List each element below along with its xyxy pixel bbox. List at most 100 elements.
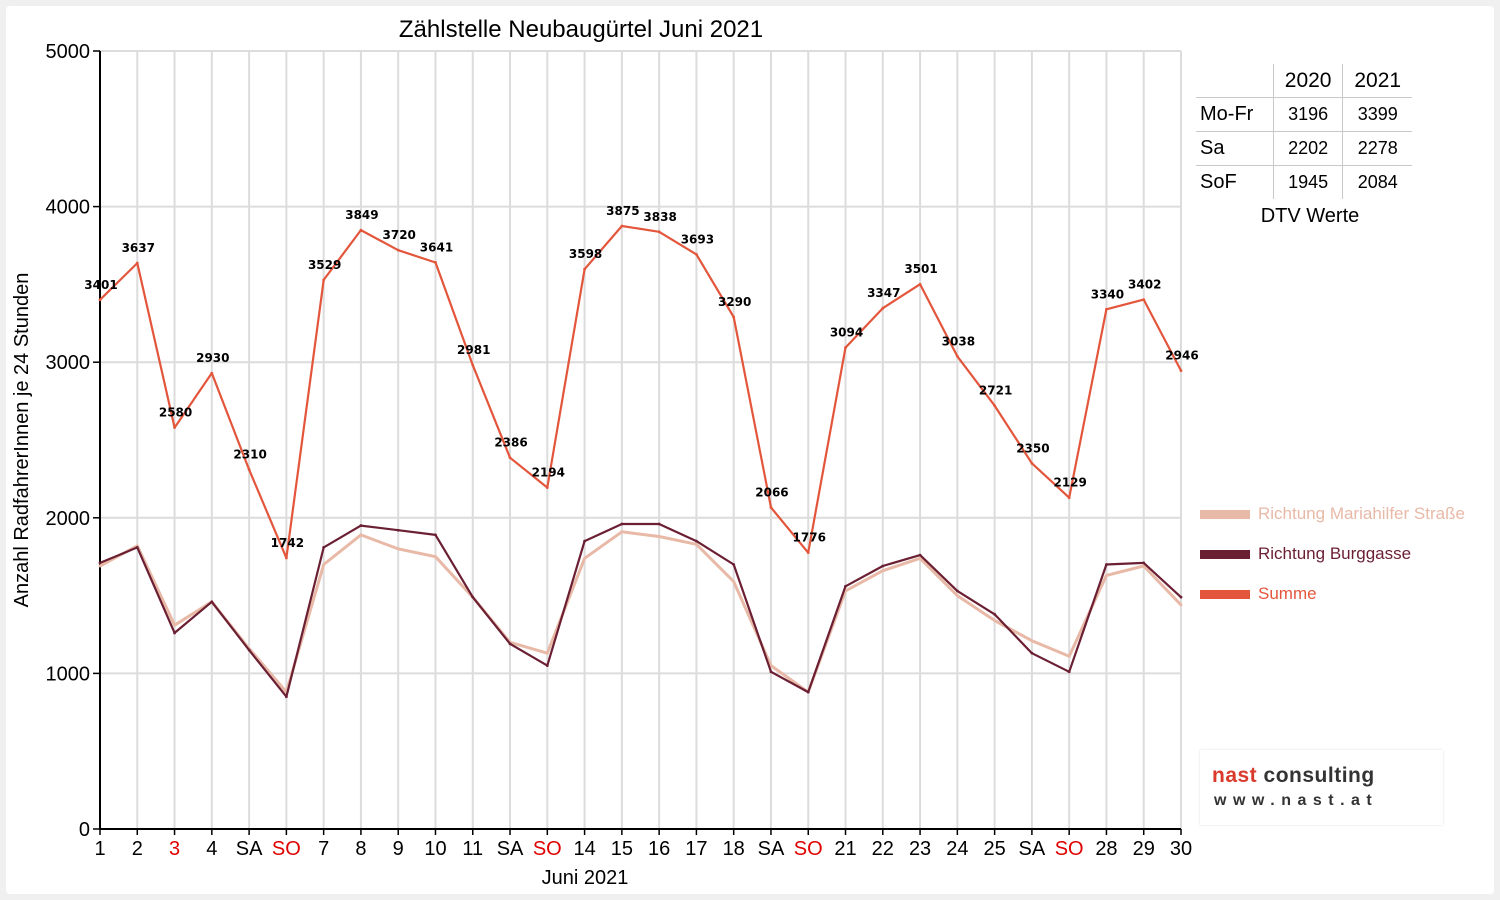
series-point-3 <box>545 486 549 490</box>
x-tick-label: 4 <box>206 838 217 860</box>
data-label: 2946 <box>1165 349 1198 363</box>
x-tick-label: SA <box>758 838 785 860</box>
series-point-2 <box>1067 670 1071 674</box>
series-point-3 <box>1179 369 1183 373</box>
series-point-3 <box>955 354 959 358</box>
series-line-3 <box>99 224 1182 560</box>
series-point-1 <box>1179 603 1183 607</box>
x-tick-label: 8 <box>355 838 366 860</box>
data-label: 3340 <box>1091 287 1124 301</box>
data-label: 3094 <box>830 326 863 340</box>
series-point-2 <box>1105 563 1108 566</box>
data-label: 2386 <box>494 436 527 450</box>
series-point-3 <box>210 371 214 375</box>
x-tick-label: SA <box>236 838 263 860</box>
series-point-1 <box>98 564 102 568</box>
series-line-2 <box>99 522 1182 698</box>
data-label: 3720 <box>383 228 416 242</box>
series-point-2 <box>955 589 959 593</box>
dtv-col-2020: 2020 <box>1272 64 1343 98</box>
dtv-header-row: 2020 2021 <box>1196 64 1412 98</box>
data-label: 3641 <box>420 240 453 254</box>
logo-website: www.nast.at <box>1214 792 1379 809</box>
x-tick-label: 22 <box>872 838 894 860</box>
series-point-3 <box>1067 496 1071 500</box>
series-point-3 <box>1105 307 1108 311</box>
series-point-1 <box>657 535 661 538</box>
legend-label: Richtung Mariahilfer Straße <box>1258 504 1465 523</box>
series-point-2 <box>545 664 549 668</box>
x-tick-label: SO <box>1055 838 1084 860</box>
x-tick-label: SA <box>497 838 524 860</box>
y-tick-label: 4000 <box>46 197 91 219</box>
series-point-3 <box>806 551 810 555</box>
logo-name-consulting: consulting <box>1257 764 1375 787</box>
x-tick-label: 21 <box>834 838 856 860</box>
series-line-1 <box>99 530 1183 694</box>
dtv-cell: 1945 <box>1272 165 1343 199</box>
series-point-3 <box>620 224 624 228</box>
legend-swatch <box>1200 509 1250 519</box>
x-tick-label: 28 <box>1095 838 1117 860</box>
x-tick-label: 29 <box>1133 838 1155 860</box>
series-point-2 <box>1142 561 1146 565</box>
series-point-2 <box>247 648 251 652</box>
x-tick-label: 23 <box>909 838 931 860</box>
dtv-cell: 3399 <box>1342 97 1412 132</box>
y-tick-label: 2000 <box>46 508 91 530</box>
data-label: 3501 <box>904 262 937 276</box>
series-point-3 <box>396 248 400 252</box>
dtv-row-label: Sa <box>1196 131 1274 166</box>
x-tick-label: 2 <box>132 838 143 860</box>
legend-label: Richtung Burggasse <box>1258 544 1412 563</box>
x-tick-label: SO <box>272 838 301 860</box>
series-point-2 <box>284 695 288 699</box>
series-point-2 <box>173 631 176 635</box>
data-label: 3849 <box>345 208 378 222</box>
x-tick-label: 11 <box>462 838 483 860</box>
legend-label: Summe <box>1258 584 1317 603</box>
series-point-2 <box>396 528 400 532</box>
dtv-row-sa: Sa 2202 2278 <box>1196 131 1412 166</box>
data-label: 2930 <box>196 351 229 365</box>
x-tick-label: 24 <box>946 838 968 860</box>
series-point-3 <box>322 278 326 282</box>
x-axis-label: Juni 2021 <box>542 867 629 889</box>
series-point-3 <box>695 252 698 256</box>
data-label: 3838 <box>643 210 676 224</box>
data-label: 3402 <box>1128 278 1161 292</box>
data-label: 3401 <box>84 278 117 292</box>
series-point-2 <box>135 545 139 549</box>
series-point-3 <box>844 346 847 349</box>
series-point-1 <box>918 556 922 560</box>
series-point-2 <box>844 584 847 588</box>
chart-title: Zählstelle Neubaugürtel Juni 2021 <box>399 16 763 43</box>
series-point-1 <box>173 623 176 627</box>
y-tick-label: 1000 <box>46 663 91 685</box>
series-point-1 <box>359 533 363 537</box>
series-point-1 <box>1030 639 1034 643</box>
x-tick-label: 17 <box>685 838 707 860</box>
series-point-2 <box>769 670 773 674</box>
series-point-1 <box>434 555 437 559</box>
series-point-2 <box>806 690 810 694</box>
x-tick-label: 14 <box>573 838 595 860</box>
series-point-2 <box>434 533 437 537</box>
dtv-cell: 2278 <box>1342 131 1412 166</box>
data-label: 2194 <box>532 466 565 480</box>
series-point-1 <box>695 542 698 546</box>
series-point-2 <box>657 522 661 526</box>
x-tick-label: 25 <box>983 838 1005 860</box>
dtv-row-label: SoF <box>1200 171 1237 193</box>
logo-name: nast consulting <box>1212 764 1375 788</box>
series-point-2 <box>918 553 922 557</box>
x-tick-label: SA <box>1019 838 1046 860</box>
series-point-1 <box>583 556 586 560</box>
series-point-2 <box>993 612 997 616</box>
data-label: 3875 <box>606 204 639 218</box>
series-point-3 <box>284 556 288 560</box>
x-tick-label: SO <box>794 838 823 860</box>
x-tick-label: 30 <box>1170 838 1192 860</box>
series-point-3 <box>359 228 363 232</box>
